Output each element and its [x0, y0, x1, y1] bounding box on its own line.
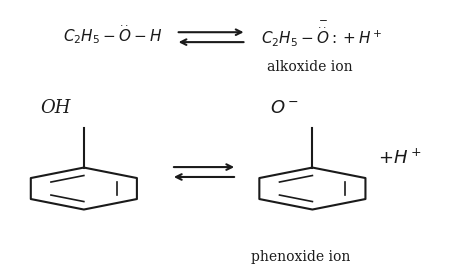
Text: $+H^+$: $+H^+$: [378, 149, 421, 168]
Text: OH: OH: [40, 99, 71, 117]
Text: $C_2H_5-\overset{..}{O}-H$: $C_2H_5-\overset{..}{O}-H$: [63, 23, 162, 46]
Text: $O^-$: $O^-$: [270, 99, 299, 117]
Text: alkoxide ion: alkoxide ion: [267, 60, 353, 75]
Text: phenoxide ion: phenoxide ion: [251, 250, 350, 264]
Text: $C_2H_5-\overset{-}{\overset{..}{O}}:+H^+$: $C_2H_5-\overset{-}{\overset{..}{O}}:+H^…: [261, 19, 382, 49]
